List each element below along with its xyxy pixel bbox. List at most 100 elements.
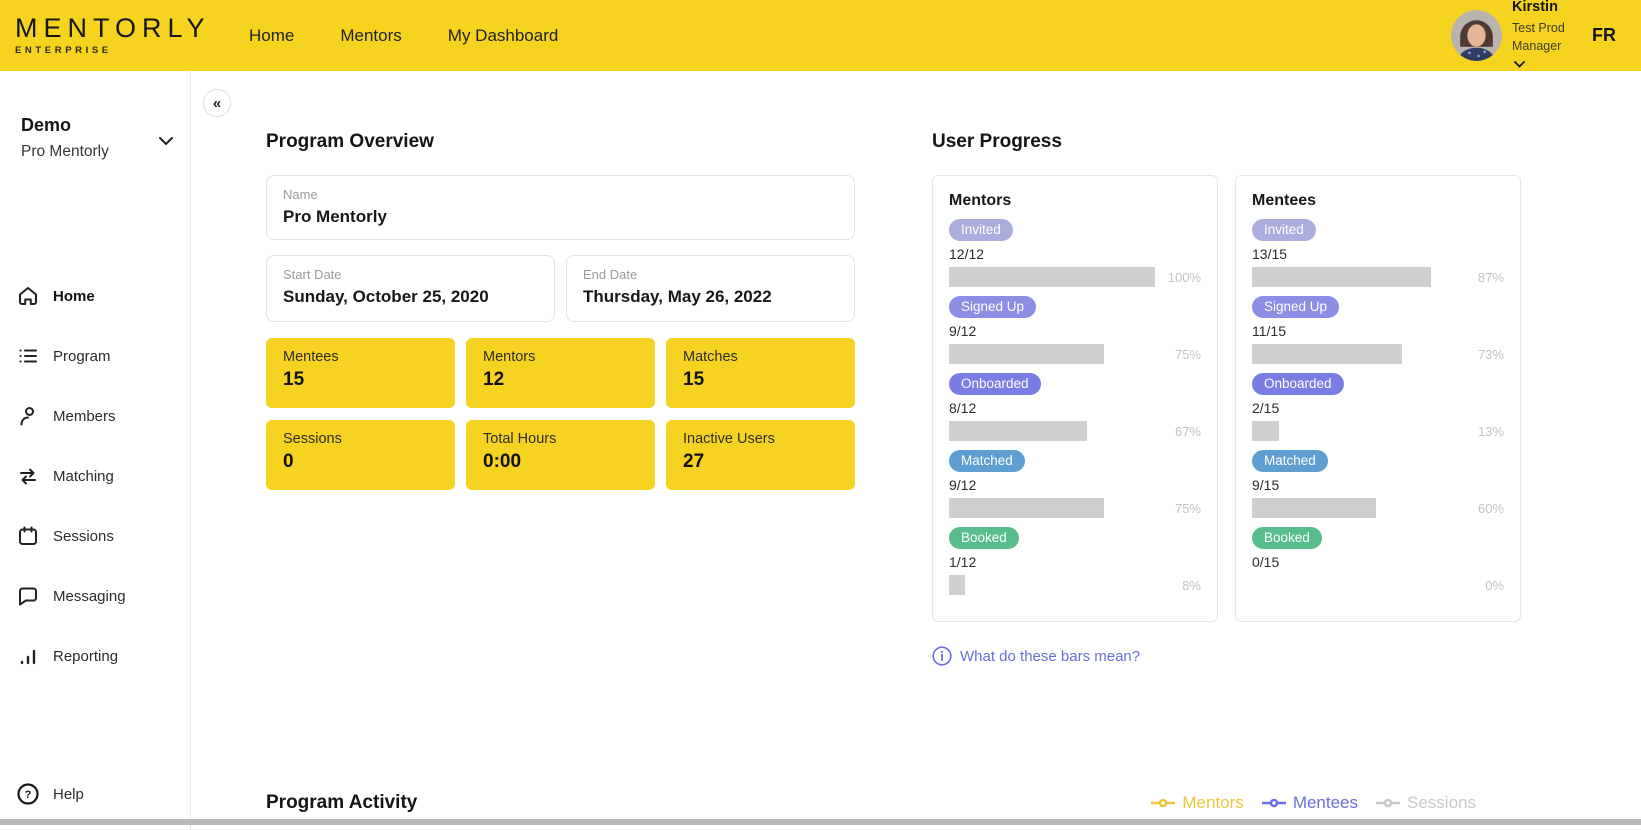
app-logo[interactable]: MENTORLY ENTERPRISE — [15, 15, 205, 57]
legend-item-mentors[interactable]: Mentors — [1151, 793, 1244, 813]
nav-link-home[interactable]: Home — [249, 25, 295, 45]
stat-value: 15 — [283, 369, 305, 390]
legend-item-mentees[interactable]: Mentees — [1261, 793, 1358, 813]
sidebar-item-messaging[interactable]: Messaging — [0, 566, 190, 626]
top-navbar: MENTORLY ENTERPRISE Home Mentors My Dash… — [0, 0, 1641, 71]
sidebar-item-label: Messaging — [53, 587, 126, 605]
status-badge: Invited — [1252, 219, 1316, 241]
line-marker-icon — [1151, 798, 1176, 808]
name-field-label: Name — [283, 187, 318, 202]
sidebar-nav: Home Program Members Matching Sessions — [0, 266, 190, 686]
user-menu[interactable]: Kirstin Test Prod Manager — [1451, 0, 1574, 74]
status-badge: Signed Up — [1252, 296, 1340, 318]
user-name: Kirstin — [1512, 0, 1558, 16]
program-switcher-title: Demo — [21, 115, 72, 135]
chevron-down-icon — [1514, 55, 1525, 73]
name-field[interactable]: Name Pro Mentorly — [266, 175, 855, 240]
end-date-field[interactable]: End Date Thursday, May 26, 2022 — [566, 255, 855, 322]
user-role: Test Prod Manager — [1512, 19, 1574, 74]
user-progress-section: User Progress Mentors Invited 12/12 100%… — [932, 131, 1521, 666]
progress-bar-track — [949, 267, 1155, 287]
sidebar: Demo Pro Mentorly Home Program Members — [0, 71, 191, 830]
bars-info-label: What do these bars mean? — [960, 647, 1141, 665]
stat-card-inactive-users: Inactive Users 27 — [666, 420, 855, 490]
percent-label: 0% — [1485, 577, 1504, 593]
program-activity-section: Program Activity Mentors Mentees Session… — [266, 792, 1476, 814]
program-switcher[interactable]: Demo Pro Mentorly — [21, 115, 181, 161]
mentors-progress-card: Mentors Invited 12/12 100% Signed Up 9/1… — [932, 175, 1218, 622]
percent-label: 13% — [1477, 423, 1504, 439]
percent-label: 73% — [1477, 346, 1504, 362]
status-badge: Invited — [949, 219, 1013, 241]
bar-chart-icon — [16, 644, 40, 668]
logo-subtitle: ENTERPRISE — [15, 45, 112, 56]
sidebar-item-matching[interactable]: Matching — [0, 446, 190, 506]
sidebar-item-program[interactable]: Program — [0, 326, 190, 386]
progress-bar — [949, 498, 1104, 518]
stage-booked: Booked 1/12 8% — [949, 527, 1201, 595]
nav-link-my-dashboard[interactable]: My Dashboard — [447, 25, 559, 45]
sidebar-item-label: Program — [53, 347, 111, 365]
percent-label: 8% — [1182, 577, 1201, 593]
stage-count: 11/15 — [1252, 323, 1286, 339]
status-badge: Booked — [949, 527, 1019, 549]
sidebar-item-label: Members — [53, 407, 116, 425]
language-switcher[interactable]: FR — [1592, 25, 1616, 45]
progress-bar-track — [949, 344, 1155, 364]
chart-legend: Mentors Mentees Sessions — [1151, 793, 1476, 813]
stage-invited: Invited 13/15 87% — [1252, 219, 1504, 287]
status-badge: Onboarded — [1252, 373, 1344, 395]
sidebar-item-members[interactable]: Members — [0, 386, 190, 446]
progress-bar — [949, 575, 966, 595]
stage-signed-up: Signed Up 11/15 73% — [1252, 296, 1504, 364]
status-badge: Booked — [1252, 527, 1322, 549]
program-activity-title: Program Activity — [266, 792, 418, 813]
sidebar-collapse-button[interactable]: « — [203, 89, 231, 117]
stage-count: 1/12 — [949, 554, 977, 570]
stat-label: Inactive Users — [683, 431, 775, 447]
stat-label: Total Hours — [483, 431, 557, 447]
sidebar-item-home[interactable]: Home — [0, 266, 190, 326]
stage-count: 2/15 — [1252, 400, 1280, 416]
stage-onboarded: Onboarded 8/12 67% — [949, 373, 1201, 441]
user-progress-title: User Progress — [932, 131, 1062, 152]
status-badge: Onboarded — [949, 373, 1041, 395]
nav-link-mentors[interactable]: Mentors — [340, 25, 402, 45]
help-label: Help — [53, 785, 84, 803]
start-date-label: Start Date — [283, 267, 342, 282]
program-overview-section: Program Overview Name Pro Mentorly Start… — [266, 131, 855, 490]
progress-bar-track — [1252, 498, 1458, 518]
stat-card-total-hours: Total Hours 0:00 — [466, 420, 655, 490]
sidebar-help[interactable]: ? Help — [16, 782, 84, 806]
stat-value: 0:00 — [483, 451, 522, 472]
percent-label: 75% — [1174, 346, 1201, 362]
status-badge: Matched — [949, 450, 1025, 472]
progress-bar — [1252, 344, 1403, 364]
sidebar-item-reporting[interactable]: Reporting — [0, 626, 190, 686]
chevron-double-left-icon: « — [212, 94, 222, 112]
stat-label: Sessions — [283, 431, 342, 447]
list-icon — [16, 344, 40, 368]
stat-value: 27 — [683, 451, 705, 472]
bars-info-link[interactable]: What do these bars mean? — [932, 646, 1140, 666]
user-meta: Kirstin Test Prod Manager — [1512, 0, 1574, 74]
stat-label: Matches — [683, 349, 738, 365]
progress-bar — [949, 267, 1155, 287]
stage-onboarded: Onboarded 2/15 13% — [1252, 373, 1504, 441]
program-overview-title: Program Overview — [266, 131, 434, 152]
stage-signed-up: Signed Up 9/12 75% — [949, 296, 1201, 364]
percent-label: 87% — [1477, 269, 1504, 285]
home-icon — [16, 284, 40, 308]
swap-arrows-icon — [16, 464, 40, 488]
percent-label: 67% — [1174, 423, 1201, 439]
start-date-field[interactable]: Start Date Sunday, October 25, 2020 — [266, 255, 555, 322]
stage-matched: Matched 9/15 60% — [1252, 450, 1504, 518]
horizontal-scrollbar[interactable] — [0, 819, 1641, 825]
sidebar-item-sessions[interactable]: Sessions — [0, 506, 190, 566]
progress-bar-row: 0% — [1252, 575, 1504, 595]
stage-count: 13/15 — [1252, 246, 1288, 262]
end-date-label: End Date — [583, 267, 638, 282]
progress-bar-track — [949, 575, 1155, 595]
progress-card-title: Mentees — [1252, 192, 1317, 209]
legend-item-sessions[interactable]: Sessions — [1376, 793, 1476, 813]
